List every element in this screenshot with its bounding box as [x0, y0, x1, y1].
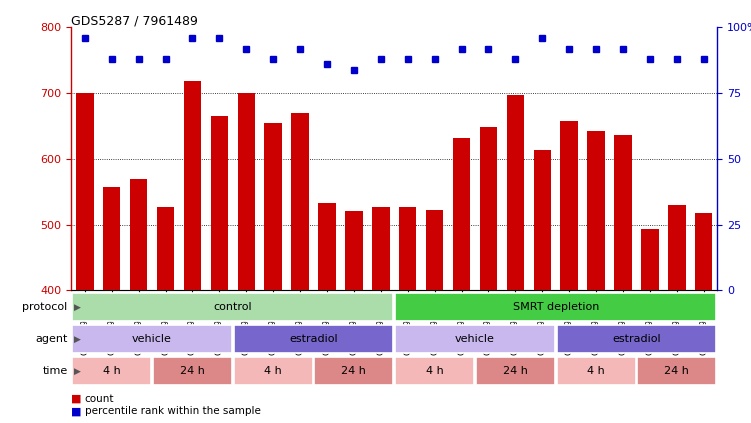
Bar [507, 95, 524, 290]
Bar [476, 357, 555, 385]
Text: SMRT depletion: SMRT depletion [512, 302, 599, 312]
Text: estradiol: estradiol [289, 334, 338, 344]
Text: ▶: ▶ [74, 367, 80, 376]
Bar [234, 357, 312, 385]
Bar [453, 138, 470, 290]
Text: 4 h: 4 h [264, 366, 282, 376]
Text: time: time [42, 366, 68, 376]
Text: vehicle: vehicle [455, 334, 495, 344]
Bar [668, 205, 686, 290]
Bar [395, 357, 474, 385]
Text: 24 h: 24 h [180, 366, 205, 376]
Bar [556, 325, 716, 353]
Text: control: control [213, 302, 252, 312]
Bar [426, 210, 443, 290]
Bar [315, 357, 394, 385]
Bar [234, 325, 394, 353]
Text: 4 h: 4 h [587, 366, 605, 376]
Bar [395, 293, 716, 321]
Text: 24 h: 24 h [665, 366, 689, 376]
Bar [184, 81, 201, 290]
Text: ■: ■ [71, 406, 82, 416]
Bar [395, 325, 555, 353]
Bar [587, 131, 605, 290]
Bar [695, 213, 713, 290]
Bar [72, 357, 151, 385]
Text: count: count [85, 394, 114, 404]
Text: percentile rank within the sample: percentile rank within the sample [85, 406, 261, 416]
Bar [556, 357, 635, 385]
Bar [533, 150, 551, 290]
Bar [103, 187, 120, 290]
Bar [614, 135, 632, 290]
Bar [638, 357, 716, 385]
Text: ■: ■ [71, 394, 82, 404]
Bar [72, 293, 394, 321]
Bar [153, 357, 232, 385]
Text: protocol: protocol [23, 302, 68, 312]
Text: vehicle: vehicle [132, 334, 172, 344]
Bar [291, 113, 309, 290]
Bar [76, 93, 94, 290]
Bar [130, 179, 147, 290]
Bar [560, 121, 578, 290]
Text: agent: agent [35, 334, 68, 344]
Bar [264, 123, 282, 290]
Text: 24 h: 24 h [342, 366, 366, 376]
Text: GDS5287 / 7961489: GDS5287 / 7961489 [71, 15, 198, 28]
Text: 4 h: 4 h [103, 366, 121, 376]
Bar [210, 116, 228, 290]
Bar [345, 212, 363, 290]
Text: ▶: ▶ [74, 335, 80, 344]
Text: 4 h: 4 h [426, 366, 444, 376]
Bar [399, 207, 417, 290]
Text: 24 h: 24 h [503, 366, 528, 376]
Bar [72, 325, 232, 353]
Text: estradiol: estradiol [612, 334, 661, 344]
Bar [318, 203, 336, 290]
Bar [237, 93, 255, 290]
Text: ▶: ▶ [74, 302, 80, 312]
Bar [157, 207, 174, 290]
Bar [480, 127, 497, 290]
Bar [641, 229, 659, 290]
Bar [372, 207, 390, 290]
